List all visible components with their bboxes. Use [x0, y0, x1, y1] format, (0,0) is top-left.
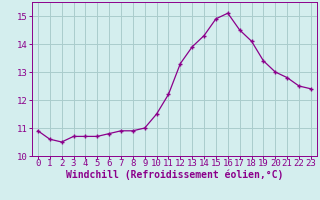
X-axis label: Windchill (Refroidissement éolien,°C): Windchill (Refroidissement éolien,°C) — [66, 170, 283, 180]
